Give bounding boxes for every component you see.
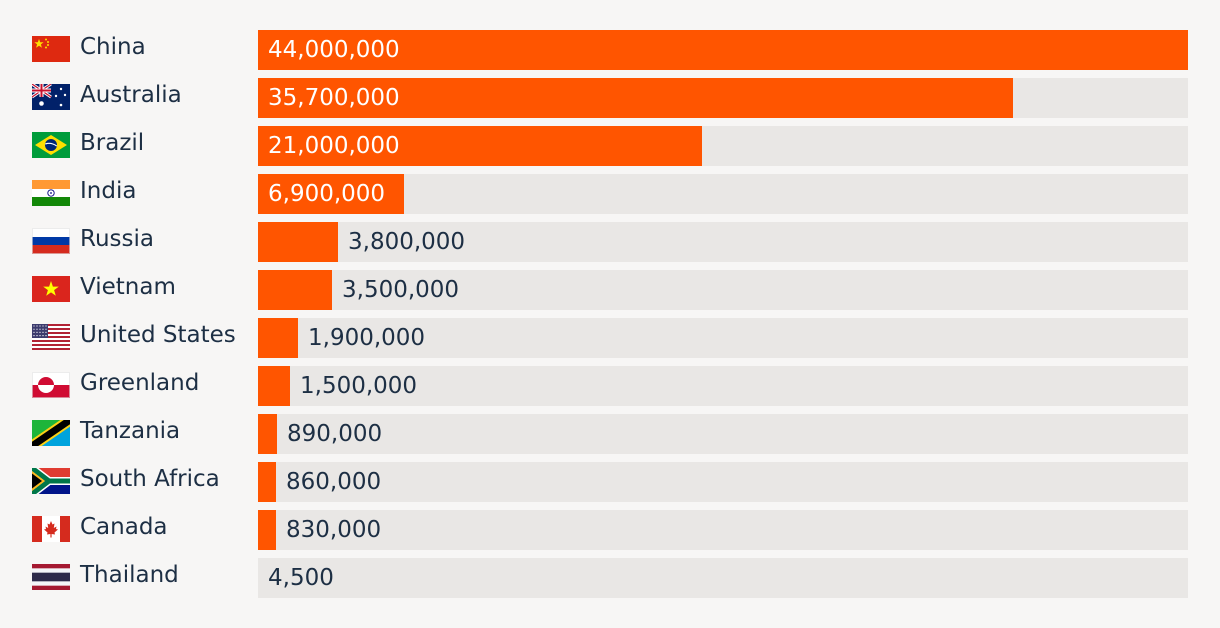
- chart-row: China 44,000,000: [0, 30, 1220, 70]
- data-label: 4,500: [268, 565, 334, 591]
- category-label: Canada: [80, 514, 168, 540]
- bar-track: 830,000: [258, 510, 1188, 550]
- bar-track: 3,500,000: [258, 270, 1188, 310]
- data-label: 21,000,000: [268, 133, 400, 159]
- category-label: Vietnam: [80, 274, 176, 300]
- category-label: Tanzania: [80, 418, 181, 444]
- bar: [258, 366, 290, 406]
- data-label: 3,500,000: [342, 277, 460, 303]
- data-label: 35,700,000: [268, 85, 400, 111]
- chart-row: United States 1,900,000: [0, 318, 1220, 358]
- bar: [258, 318, 298, 358]
- data-label: 1,900,000: [308, 325, 426, 351]
- canada-flag-icon: [32, 516, 70, 542]
- india-flag-icon: [32, 180, 70, 206]
- data-label: 6,900,000: [268, 181, 386, 207]
- china-flag-icon: [32, 36, 70, 62]
- bar: [258, 222, 338, 262]
- south-africa-flag-icon: [29, 464, 70, 498]
- category-label: Australia: [80, 82, 182, 108]
- bar-track: 3,800,000: [258, 222, 1188, 262]
- category-label: United States: [80, 322, 236, 348]
- data-label: 44,000,000: [268, 37, 400, 63]
- chart-row: South Africa 860,000: [0, 462, 1220, 502]
- bar-track: 6,900,000: [258, 174, 1188, 214]
- data-label: 1,500,000: [300, 373, 418, 399]
- chart-row: Greenland 1,500,000: [0, 366, 1220, 406]
- bar-track: 44,000,000: [258, 30, 1188, 70]
- russia-flag-icon: [32, 228, 70, 254]
- australia-flag-icon: [31, 82, 70, 110]
- category-label: Greenland: [80, 370, 200, 396]
- chart-row: Russia 3,800,000: [0, 222, 1220, 262]
- bar-track: 4,500: [258, 558, 1188, 598]
- bar-track: 860,000: [258, 462, 1188, 502]
- greenland-flag-icon: [32, 372, 70, 398]
- bar-track: 890,000: [258, 414, 1188, 454]
- category-label: Thailand: [80, 562, 179, 588]
- category-label: India: [80, 178, 137, 204]
- chart-row: India 6,900,000: [0, 174, 1220, 214]
- category-label: Russia: [80, 226, 154, 252]
- data-label: 3,800,000: [348, 229, 466, 255]
- data-label: 830,000: [286, 517, 382, 543]
- bar: [258, 174, 404, 214]
- category-label: China: [80, 34, 146, 60]
- bar: [258, 270, 332, 310]
- chart-row: Tanzania 890,000: [0, 414, 1220, 454]
- bar-track: 21,000,000: [258, 126, 1188, 166]
- data-label: 890,000: [287, 421, 383, 447]
- bar: [258, 510, 276, 550]
- brazil-flag-icon: [32, 132, 70, 158]
- tanzania-flag-icon: [28, 415, 74, 451]
- vietnam-flag-icon: [32, 276, 70, 302]
- chart-row: Thailand 4,500: [0, 558, 1220, 598]
- chart-row: Brazil 21,000,000: [0, 126, 1220, 166]
- bar: [258, 462, 276, 502]
- bar: [258, 126, 702, 166]
- bar-track: 1,900,000: [258, 318, 1188, 358]
- chart-row: Vietnam 3,500,000: [0, 270, 1220, 310]
- chart-row: Australia 35,700,000: [0, 78, 1220, 118]
- chart-row: Canada 830,000: [0, 510, 1220, 550]
- bar: [258, 414, 277, 454]
- category-label: Brazil: [80, 130, 145, 156]
- united-states-flag-icon: [32, 324, 70, 350]
- bar-track: 1,500,000: [258, 366, 1188, 406]
- category-label: South Africa: [80, 466, 220, 492]
- data-label: 860,000: [286, 469, 382, 495]
- thailand-flag-icon: [32, 564, 70, 590]
- bar-track: 35,700,000: [258, 78, 1188, 118]
- bar: [258, 78, 1013, 118]
- bar: [258, 30, 1188, 70]
